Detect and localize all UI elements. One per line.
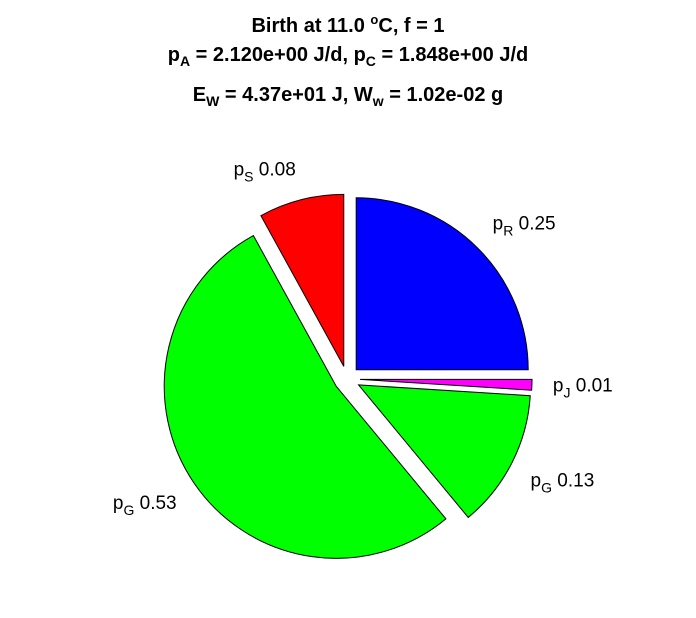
pie-label-symbol-4: p: [234, 159, 245, 180]
pie-label-subscript-0: R: [503, 222, 513, 238]
pie-label-value-4: 0.08: [254, 159, 296, 180]
pie-label-symbol-3: p: [113, 493, 124, 514]
pa-subscript: A: [179, 53, 191, 69]
pie-label-symbol-2: p: [531, 471, 542, 492]
title-line1-post: C, f = 1: [378, 15, 445, 37]
title-degree-sup: o: [370, 12, 379, 27]
pie-label-subscript-3: G: [123, 502, 134, 518]
pie-label-symbol-0: p: [493, 213, 504, 234]
pie-label-2: pG 0.13: [531, 471, 595, 496]
pie-label-subscript-2: G: [541, 480, 552, 496]
pie-slice-1: [359, 378, 533, 391]
pie-label-1: pJ 0.01: [553, 375, 613, 400]
pie-label-value-2: 0.13: [552, 471, 594, 492]
pie-label-value-0: 0.25: [513, 213, 555, 234]
pc-subscript: C: [365, 53, 376, 69]
pie-label-4: pS 0.08: [234, 159, 296, 184]
pie-slice-4: [260, 193, 345, 367]
pa-value: = 2.120e+00 J/d,: [190, 44, 354, 66]
pa-symbol: p: [167, 44, 180, 66]
pie-slice-0: [355, 197, 529, 371]
pie-label-3: pG 0.53: [113, 493, 177, 518]
ew-symbol: E: [192, 84, 207, 106]
chart-title-line-2: pA = 2.120e+00 J/d, pC = 1.848e+00 J/d: [0, 44, 696, 69]
pie-label-value-3: 0.53: [134, 493, 176, 514]
chart-title-line-3: EW = 4.37e+01 J, Ww = 1.02e-02 g: [0, 84, 696, 109]
ww-value: = 1.02e-02 g: [383, 84, 504, 106]
title-line1-pre: Birth at 11.0: [251, 15, 371, 37]
pie-slice-2: [357, 384, 531, 519]
pie-slice-3: [163, 234, 447, 559]
pie-label-subscript-4: S: [244, 168, 253, 184]
pc-value: = 1.848e+00 J/d: [375, 44, 529, 66]
ww-symbol: W: [353, 84, 373, 106]
pie-label-0: pR 0.25: [493, 213, 556, 238]
pie-label-subscript-1: J: [563, 384, 570, 400]
ww-subscript: w: [372, 93, 384, 109]
pc-symbol: p: [353, 44, 366, 66]
ew-subscript: W: [206, 93, 220, 109]
pie-label-value-1: 0.01: [570, 375, 612, 396]
ew-value: = 4.37e+01 J,: [219, 84, 354, 106]
chart-title-line-1: Birth at 11.0 oC, f = 1: [0, 12, 696, 38]
pie-label-symbol-1: p: [553, 375, 564, 396]
